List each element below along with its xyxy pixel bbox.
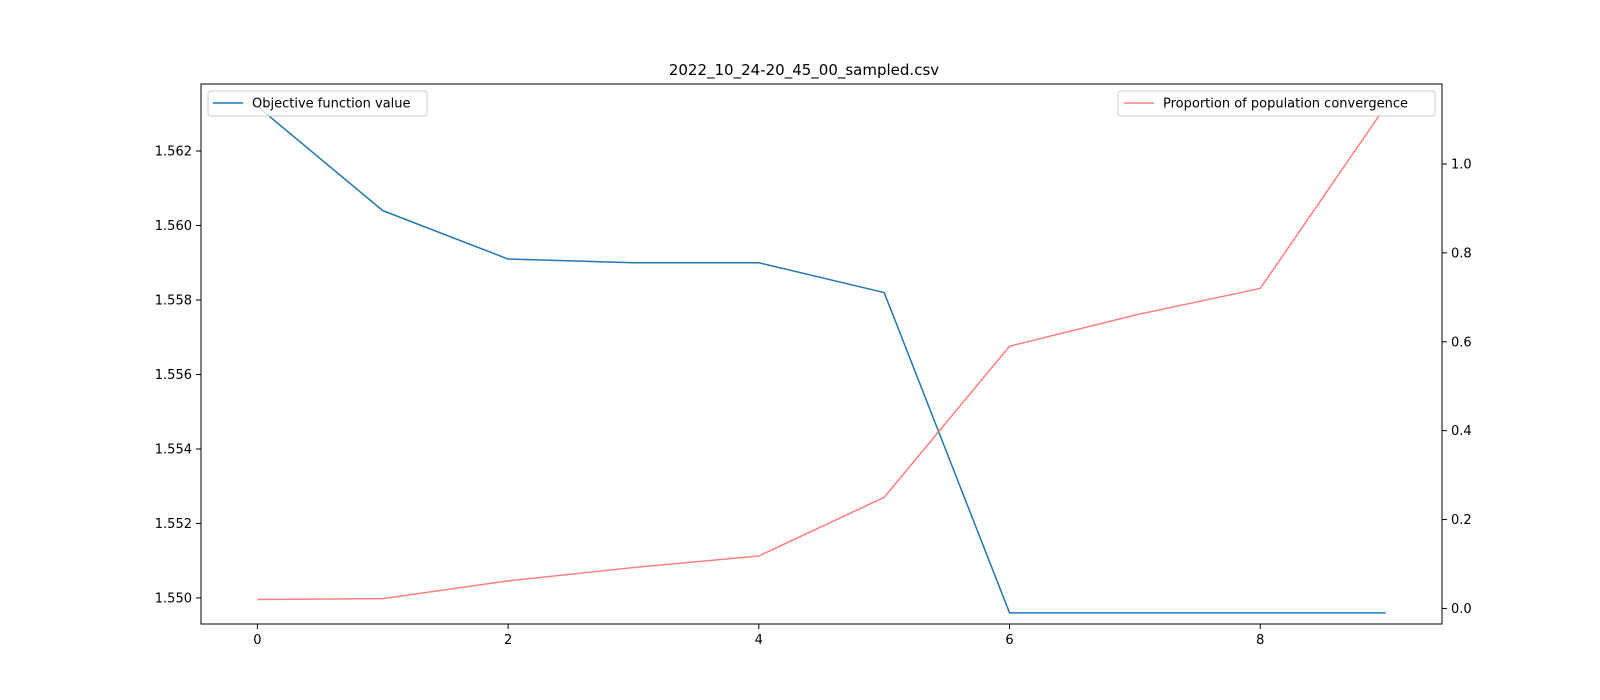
x-tick-label: 2 [504,633,512,648]
plot-frame [200,83,1443,625]
y-right-tick-label: 0.0 [1451,602,1472,617]
y-left-tick-label: 1.550 [155,591,192,606]
legend-convergence: Proportion of population convergence [1117,90,1436,117]
y-left-tick-label: 1.554 [155,442,192,457]
x-tick-label: 4 [755,633,763,648]
y-left-tick-label: 1.560 [155,219,192,234]
x-tick-label: 6 [1005,633,1013,648]
y-left-tick-label: 1.558 [155,294,192,309]
y-right-tick-label: 1.0 [1451,158,1472,173]
series-line-convergence [257,105,1387,601]
y-axis-left: 1.550 1.552 1.554 1.556 1.558 1.560 1.562 [155,145,201,606]
legend-objective-label: Objective function value [252,97,411,112]
y-right-tick-label: 0.2 [1451,513,1472,528]
legend-convergence-box [1117,90,1436,117]
legend-objective-box [207,90,428,117]
chart-title: 2022_10_24-20_45_00_sampled.csv [669,61,939,80]
x-axis: 0 2 4 6 8 [253,624,1264,648]
y-left-tick-label: 1.562 [155,145,192,160]
y-right-tick-label: 0.8 [1451,246,1472,261]
series-layer [256,105,1387,614]
series-line-objective [256,105,1386,614]
y-axis-right: 0.0 0.2 0.4 0.6 0.8 1.0 [1442,158,1472,617]
x-tick-label: 8 [1256,633,1264,648]
x-tick-label: 0 [253,633,261,648]
y-left-tick-label: 1.556 [155,368,192,383]
legend-objective: Objective function value [207,90,428,117]
legend-convergence-label: Proportion of population convergence [1163,97,1408,112]
y-right-tick-label: 0.6 [1451,335,1472,350]
y-left-tick-label: 1.552 [155,517,192,532]
y-right-tick-label: 0.4 [1451,424,1472,439]
